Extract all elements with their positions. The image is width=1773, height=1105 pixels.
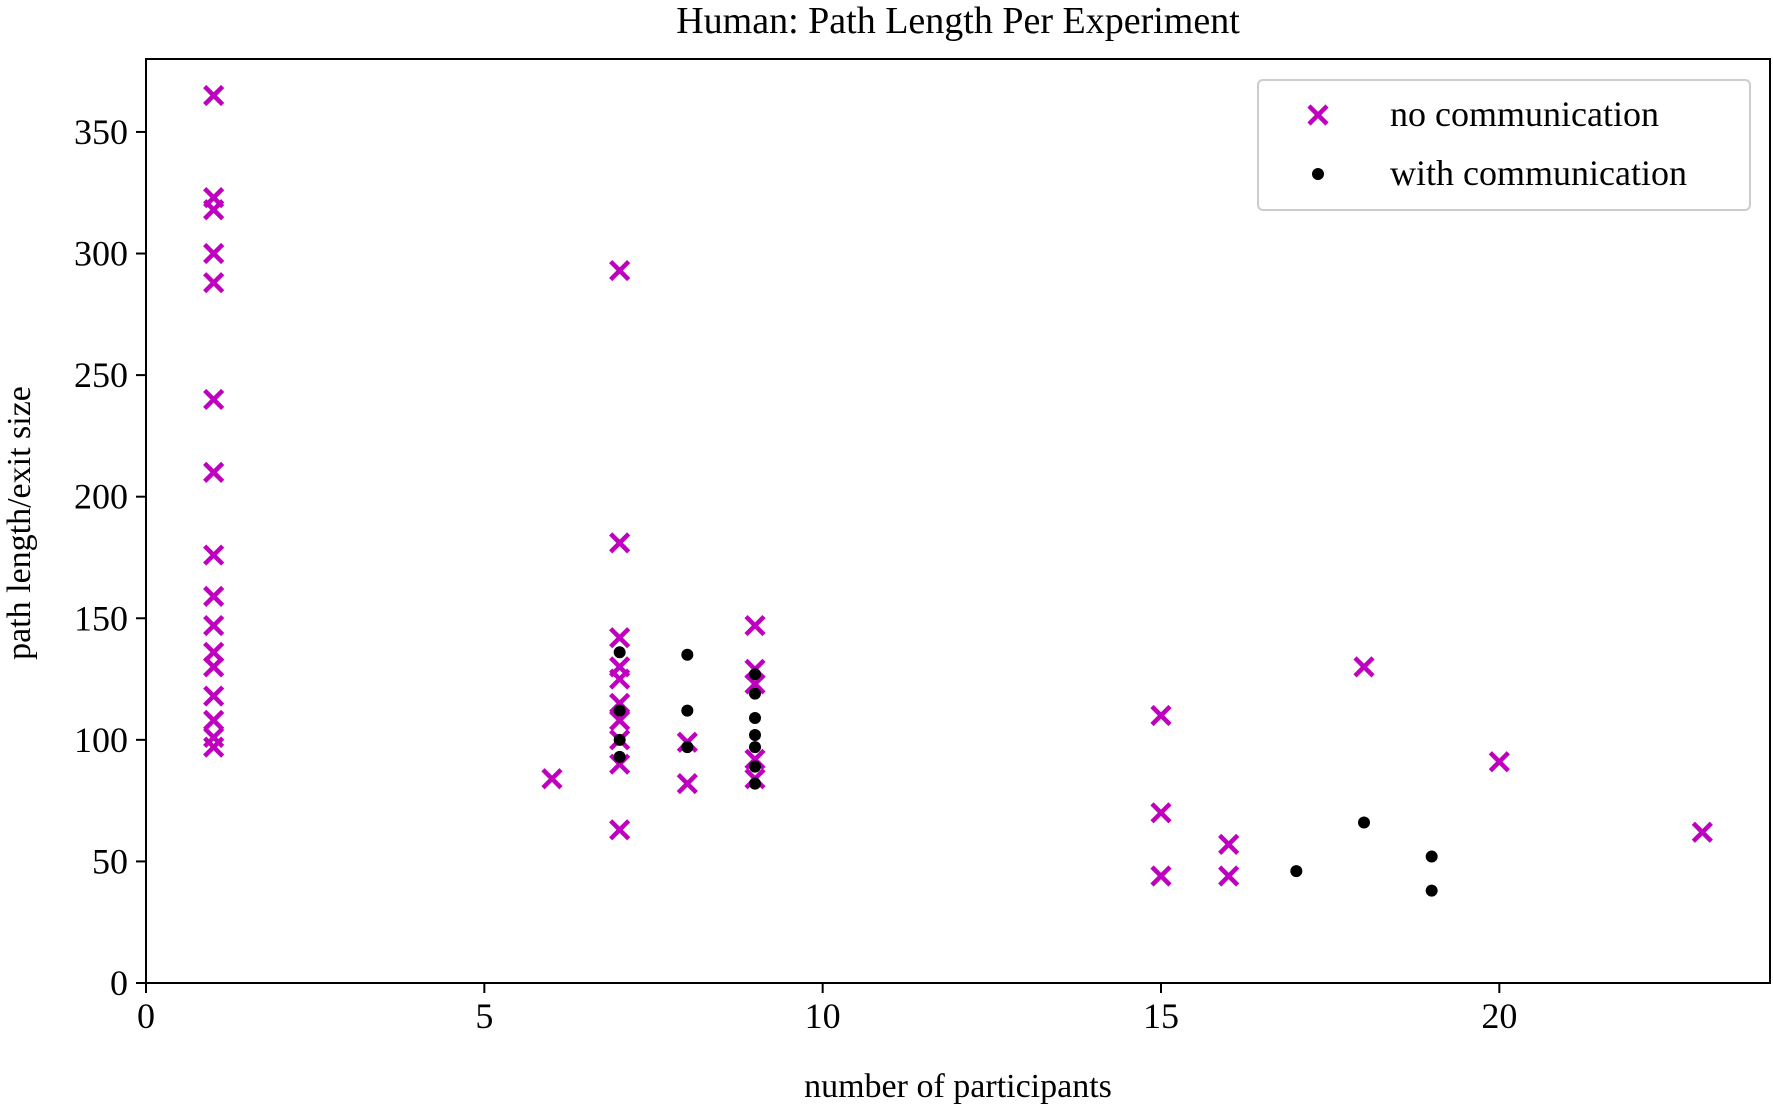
point-no-communication <box>744 673 766 695</box>
point-with-communication <box>613 704 626 717</box>
point-no-communication <box>744 748 766 770</box>
legend-box <box>1257 79 1751 211</box>
y-axis-label: path length/exit size <box>1 386 38 660</box>
legend-dot-marker <box>1312 168 1324 180</box>
point-with-communication <box>1425 850 1438 863</box>
point-no-communication <box>203 242 225 265</box>
point-no-communication <box>1353 656 1375 678</box>
point-no-communication <box>203 585 225 607</box>
point-with-communication <box>749 728 761 741</box>
x-tick-label: 5 <box>475 996 493 1036</box>
point-no-communication <box>203 84 225 107</box>
x-tick-label: 20 <box>1481 996 1517 1036</box>
y-tick-label: 100 <box>74 720 128 760</box>
point-no-communication <box>609 819 631 841</box>
point-no-communication <box>203 461 225 483</box>
point-with-communication <box>613 750 626 763</box>
point-no-communication <box>1150 865 1172 887</box>
y-tick-label: 50 <box>92 841 128 881</box>
point-with-communication <box>749 760 761 773</box>
x-axis-label: number of participants <box>804 1068 1112 1105</box>
point-with-communication <box>613 733 626 746</box>
data-points <box>203 84 1713 897</box>
point-no-communication <box>1218 865 1240 887</box>
x-axis: 0 5 10 15 20 <box>137 983 1517 1036</box>
point-no-communication <box>609 692 631 714</box>
point-no-communication <box>1150 802 1172 824</box>
point-with-communication <box>749 711 761 724</box>
legend-marker-no-communication <box>1307 104 1329 126</box>
point-no-communication <box>1691 821 1713 843</box>
y-axis: 0 50 100 150 200 250 300 350 <box>74 112 146 1003</box>
point-no-communication <box>203 388 225 411</box>
legend-marker-with-communication <box>1312 168 1324 180</box>
point-no-communication <box>203 199 225 221</box>
point-no-communication <box>609 753 631 775</box>
plot-frame <box>145 58 1771 984</box>
point-with-communication <box>749 777 761 790</box>
chart-title: Human: Path Length Per Experiment <box>676 0 1240 42</box>
y-tick-label: 200 <box>74 477 128 517</box>
point-no-communication <box>203 709 225 731</box>
y-tick-label: 250 <box>74 355 128 395</box>
plot-area: 0 50 100 150 200 250 300 350 0 5 10 15 20 <box>74 58 1771 1036</box>
point-no-communication <box>609 532 631 554</box>
point-no-communication <box>203 656 225 678</box>
legend-label-no-communication: no communication <box>1390 94 1659 134</box>
point-no-communication <box>609 627 631 649</box>
point-with-communication <box>1290 865 1303 878</box>
y-tick-label: 0 <box>110 963 128 1003</box>
point-with-communication <box>749 668 761 681</box>
point-no-communication <box>541 768 563 790</box>
legend-x-marker <box>1307 104 1329 126</box>
point-no-communication <box>1218 833 1240 855</box>
point-no-communication <box>676 773 698 795</box>
point-no-communication <box>609 668 631 690</box>
legend: no communication with communication <box>1257 79 1751 211</box>
point-with-communication <box>613 646 626 659</box>
y-tick-label: 300 <box>74 234 128 274</box>
point-no-communication <box>203 736 225 758</box>
point-with-communication <box>681 741 694 754</box>
point-no-communication <box>1488 751 1510 773</box>
point-no-communication <box>609 259 631 282</box>
point-no-communication <box>203 544 225 566</box>
point-with-communication <box>749 741 761 754</box>
x-tick-label: 10 <box>805 996 841 1036</box>
point-no-communication <box>203 614 225 637</box>
point-with-communication <box>681 704 694 717</box>
point-no-communication <box>744 614 766 637</box>
point-no-communication <box>203 272 225 294</box>
x-tick-label: 0 <box>137 996 155 1036</box>
x-tick-label: 15 <box>1143 996 1179 1036</box>
point-with-communication <box>1358 816 1370 829</box>
point-no-communication <box>203 685 225 707</box>
y-tick-label: 150 <box>74 598 128 638</box>
point-no-communication <box>609 709 631 731</box>
legend-label-with-communication: with communication <box>1390 153 1687 193</box>
point-with-communication <box>681 648 694 661</box>
y-tick-label: 350 <box>74 112 128 152</box>
point-with-communication <box>1425 884 1438 897</box>
point-no-communication <box>1150 704 1172 727</box>
point-with-communication <box>749 687 761 700</box>
